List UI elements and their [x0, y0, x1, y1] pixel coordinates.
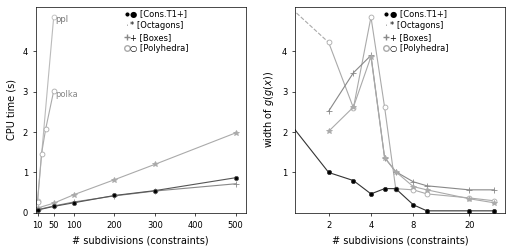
Y-axis label: CPU time (s): CPU time (s): [7, 79, 17, 140]
Legend: ● [Cons.T1+], * [Octagons], + [Boxes], ○ [Polyhedra]: ● [Cons.T1+], * [Octagons], + [Boxes], ○…: [124, 9, 190, 54]
Text: ppl: ppl: [56, 15, 69, 24]
Text: polka: polka: [56, 90, 78, 100]
Y-axis label: width of $g(g(x))$: width of $g(g(x))$: [262, 71, 276, 148]
X-axis label: # subdivisions (constraints): # subdivisions (constraints): [332, 235, 468, 245]
X-axis label: # subdivisions (constraints): # subdivisions (constraints): [72, 235, 209, 245]
Legend: ● [Cons.T1+], * [Octagons], + [Boxes], ○ [Polyhedra]: ● [Cons.T1+], * [Octagons], + [Boxes], ○…: [383, 9, 449, 54]
